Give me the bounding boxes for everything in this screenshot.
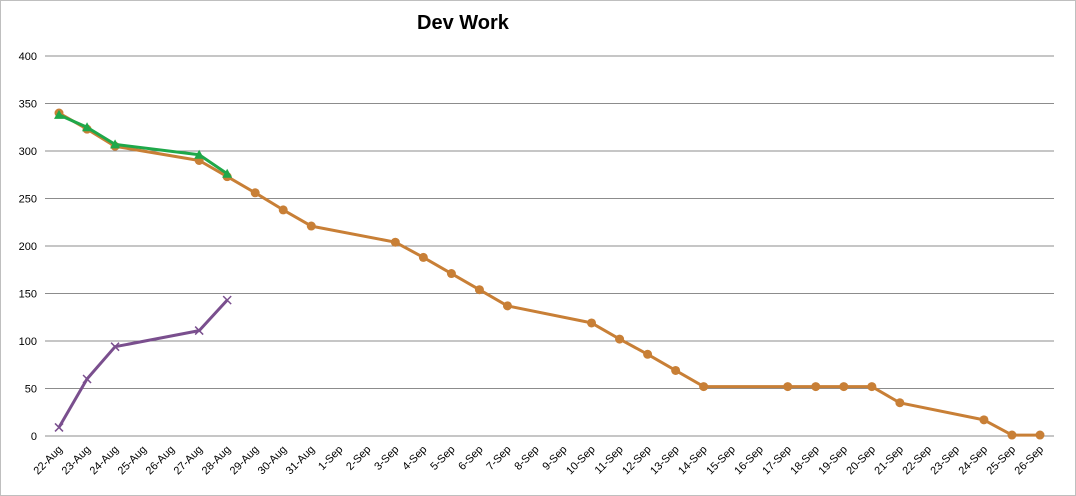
y-tick-label: 50: [25, 384, 37, 396]
data-point: [250, 188, 260, 198]
data-point: [867, 382, 877, 392]
x-tick-label: 13-Sep: [648, 444, 682, 478]
x-tick-label: 25-Aug: [116, 444, 150, 478]
x-tick-label: 27-Aug: [172, 444, 206, 478]
data-point: [502, 301, 512, 311]
x-tick-label: 29-Aug: [228, 444, 262, 478]
data-point: [979, 415, 989, 425]
data-point: [222, 295, 232, 305]
x-tick-label: 31-Aug: [284, 444, 318, 478]
x-tick-label: 20-Sep: [844, 444, 878, 478]
y-tick-label: 100: [19, 336, 37, 348]
x-tick-label: 21-Sep: [872, 444, 906, 478]
y-tick-label: 400: [19, 51, 37, 63]
y-tick-label: 350: [19, 99, 37, 111]
x-tick-label: 6-Sep: [456, 444, 485, 473]
x-tick-label: 19-Sep: [816, 444, 850, 478]
y-tick-label: 0: [31, 431, 37, 443]
data-point: [82, 122, 93, 132]
series-line: [58, 113, 229, 176]
data-point: [54, 109, 65, 119]
x-tick-label: 7-Sep: [484, 444, 513, 473]
data-point: [390, 237, 400, 247]
x-tick-label: 22-Aug: [32, 444, 66, 478]
series-line: [57, 299, 229, 429]
data-point: [474, 285, 484, 295]
x-tick-label: 26-Aug: [144, 444, 178, 478]
chart-title: Dev Work: [417, 12, 509, 34]
data-point: [194, 149, 205, 159]
x-tick-label: 28-Aug: [200, 444, 234, 478]
x-tick-label: 12-Sep: [620, 444, 654, 478]
data-point: [110, 139, 121, 149]
x-tick-label: 15-Sep: [704, 444, 738, 478]
data-point: [783, 382, 793, 392]
x-tick-label: 17-Sep: [760, 444, 794, 478]
data-point: [811, 382, 821, 392]
y-tick-label: 150: [19, 289, 37, 301]
data-point: [895, 398, 905, 408]
data-point: [306, 221, 316, 231]
x-tick-label: 10-Sep: [564, 444, 598, 478]
data-point: [194, 326, 204, 336]
data-point: [418, 252, 428, 262]
data-point: [587, 318, 597, 328]
y-tick-label: 250: [19, 194, 37, 206]
x-tick-label: 30-Aug: [256, 444, 290, 478]
data-point: [222, 168, 233, 178]
x-tick-label: 24-Sep: [956, 444, 990, 478]
data-point: [643, 349, 653, 359]
data-point: [1007, 430, 1017, 440]
x-tick-label: 5-Sep: [428, 444, 457, 473]
y-tick-label: 200: [19, 241, 37, 253]
x-tick-label: 18-Sep: [788, 444, 822, 478]
data-point: [446, 269, 456, 279]
data-point: [278, 205, 288, 215]
x-tick-label: 16-Sep: [732, 444, 766, 478]
data-point: [699, 382, 709, 392]
x-tick-label: 1-Sep: [316, 444, 345, 473]
y-tick-label: 300: [19, 146, 37, 158]
data-point: [671, 365, 681, 375]
data-point: [54, 422, 64, 432]
x-tick-label: 23-Aug: [60, 444, 94, 478]
data-point: [1035, 430, 1045, 440]
x-tick-label: 14-Sep: [676, 444, 710, 478]
x-tick-label: 4-Sep: [400, 444, 429, 473]
x-tick-label: 2-Sep: [344, 444, 373, 473]
x-tick-label: 25-Sep: [985, 444, 1019, 478]
x-tick-label: 24-Aug: [88, 444, 122, 478]
x-tick-label: 8-Sep: [512, 444, 541, 473]
data-point: [839, 382, 849, 392]
data-point: [110, 342, 120, 352]
data-point: [82, 374, 92, 384]
x-tick-label: 26-Sep: [1013, 444, 1047, 478]
x-tick-label: 11-Sep: [593, 444, 626, 477]
x-tick-label: 22-Sep: [900, 444, 934, 478]
data-point: [615, 334, 625, 344]
x-tick-label: 3-Sep: [372, 444, 401, 473]
series-line: [58, 111, 1040, 437]
x-tick-label: 23-Sep: [928, 444, 962, 478]
